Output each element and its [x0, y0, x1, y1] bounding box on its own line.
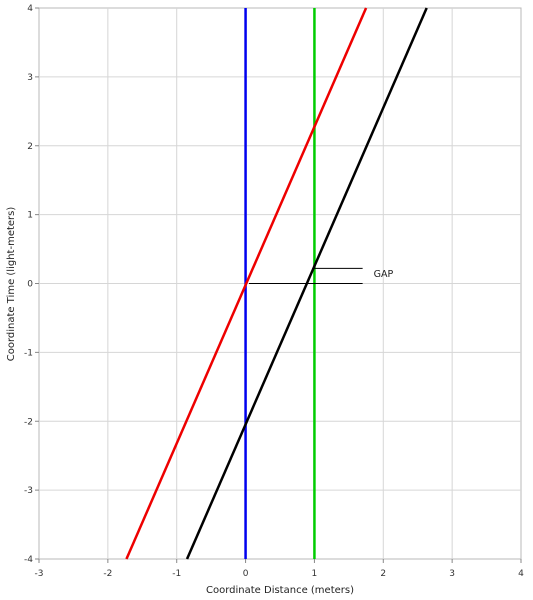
x-tick-label: 1 [312, 569, 318, 579]
x-tick-label: -2 [103, 569, 112, 579]
x-tick-label: 4 [518, 569, 524, 579]
y-tick-label: 3 [27, 73, 33, 83]
y-tick-label: -1 [24, 348, 33, 358]
y-tick-label: 4 [27, 4, 33, 14]
y-tick-label: 0 [27, 280, 33, 290]
y-tick-label: 2 [27, 142, 33, 152]
y-tick-label: 1 [27, 211, 33, 221]
x-tick-label: 0 [243, 569, 249, 579]
red-worldline [125, 7, 368, 560]
gap-annotation: GAP [249, 267, 394, 284]
x-tick-label: -1 [172, 569, 181, 579]
gap-label: GAP [374, 269, 394, 280]
x-tick-label: 2 [380, 569, 386, 579]
y-tick-label: -4 [24, 555, 33, 565]
x-tick-label: -3 [35, 569, 44, 579]
y-tick-label: -2 [24, 417, 33, 427]
x-axis-label: Coordinate Distance (meters) [206, 585, 354, 596]
y-axis-label: Coordinate Time (light-meters) [6, 207, 17, 362]
y-tick-label: -3 [24, 486, 33, 496]
x-tick-label: 3 [449, 569, 455, 579]
